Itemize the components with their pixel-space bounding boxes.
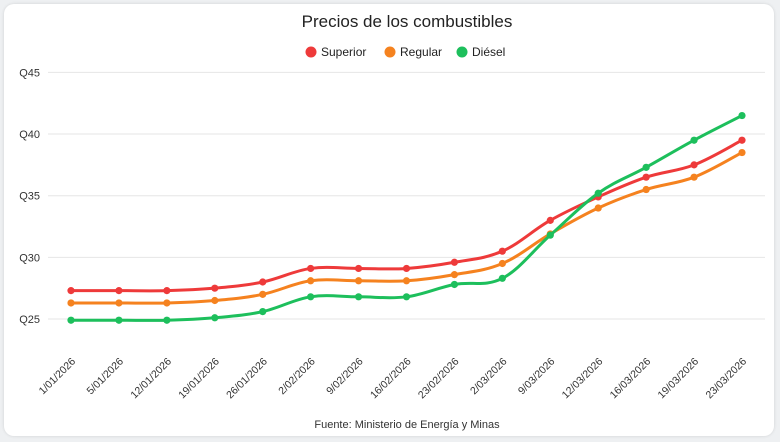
- data-point[interactable]: [594, 204, 602, 212]
- data-point[interactable]: [642, 173, 650, 181]
- data-point[interactable]: [115, 299, 123, 307]
- data-point[interactable]: [211, 284, 219, 292]
- legend-label: Regular: [400, 45, 442, 59]
- data-point[interactable]: [211, 314, 219, 322]
- chart-title: Precios de los combustibles: [302, 12, 513, 31]
- data-point[interactable]: [498, 247, 506, 255]
- x-tick-label: 2/02/2026: [276, 356, 318, 398]
- series-group: [67, 111, 746, 324]
- data-point[interactable]: [307, 293, 315, 301]
- data-point[interactable]: [738, 111, 746, 120]
- data-point[interactable]: [402, 277, 411, 285]
- legend-marker: [305, 46, 317, 58]
- data-point[interactable]: [642, 163, 650, 171]
- data-point[interactable]: [738, 136, 746, 144]
- series-regular: [67, 148, 746, 307]
- legend-item[interactable]: Superior: [305, 45, 367, 59]
- legend-marker: [384, 46, 396, 58]
- data-point[interactable]: [690, 136, 698, 144]
- data-point[interactable]: [594, 189, 602, 197]
- y-tick-label: Q45: [19, 67, 40, 79]
- y-tick-label: Q30: [19, 252, 40, 264]
- data-point[interactable]: [738, 148, 746, 157]
- data-point[interactable]: [259, 290, 267, 298]
- y-tick-label: Q40: [19, 129, 40, 141]
- data-point[interactable]: [498, 259, 506, 268]
- source-note: Fuente: Ministerio de Energía y Minas: [314, 419, 500, 431]
- data-point[interactable]: [307, 277, 315, 285]
- x-tick-label: 16/02/2026: [368, 356, 414, 402]
- data-point[interactable]: [402, 293, 411, 301]
- data-point[interactable]: [354, 264, 363, 273]
- x-tick-label: 9/03/2026: [516, 356, 558, 398]
- chart-card: [4, 4, 774, 436]
- x-tick-label: 5/01/2026: [85, 356, 127, 398]
- y-tick-label: Q35: [19, 191, 40, 203]
- data-point[interactable]: [642, 185, 650, 194]
- x-tick-label: 12/03/2026: [560, 356, 606, 402]
- data-point[interactable]: [690, 161, 698, 169]
- legend-item[interactable]: Regular: [384, 45, 443, 59]
- data-point[interactable]: [163, 287, 171, 295]
- x-tick-label: 2/03/2026: [468, 356, 510, 398]
- data-point[interactable]: [67, 287, 75, 295]
- legend-label: Diésel: [472, 45, 505, 59]
- legend-label: Superior: [321, 45, 366, 59]
- x-axis: 1/01/2026 5/01/2026 12/01/2026 19/01/2026 26…: [37, 356, 750, 402]
- data-point[interactable]: [546, 231, 554, 239]
- data-point[interactable]: [450, 258, 459, 266]
- y-tick-label: Q25: [19, 314, 40, 326]
- legend-marker: [456, 46, 468, 58]
- data-point[interactable]: [450, 280, 459, 289]
- data-point[interactable]: [354, 277, 363, 285]
- data-point[interactable]: [163, 316, 171, 324]
- data-point[interactable]: [67, 316, 75, 324]
- x-tick-label: 26/01/2026: [224, 356, 270, 402]
- y-axis: Q25 Q30 Q35 Q40 Q45: [19, 67, 40, 326]
- series-superior: [67, 136, 746, 295]
- x-tick-label: 9/02/2026: [324, 356, 366, 398]
- data-point[interactable]: [690, 173, 698, 181]
- data-point[interactable]: [307, 264, 315, 273]
- x-tick-label: 1/01/2026: [37, 356, 79, 398]
- data-point[interactable]: [115, 287, 123, 295]
- x-tick-label: 23/03/2026: [703, 356, 749, 402]
- data-point[interactable]: [115, 316, 123, 324]
- data-point[interactable]: [546, 216, 554, 224]
- data-point[interactable]: [259, 308, 267, 316]
- data-point[interactable]: [450, 271, 459, 279]
- x-tick-label: 19/01/2026: [176, 356, 222, 402]
- data-point[interactable]: [498, 274, 506, 282]
- data-point[interactable]: [354, 293, 363, 301]
- x-tick-label: 23/02/2026: [416, 356, 462, 402]
- data-point[interactable]: [402, 264, 411, 273]
- x-tick-label: 16/03/2026: [608, 356, 654, 402]
- legend-item[interactable]: Diésel: [456, 45, 506, 59]
- data-point[interactable]: [259, 278, 267, 286]
- data-point[interactable]: [163, 299, 171, 307]
- data-point[interactable]: [211, 296, 219, 305]
- series-disel: [67, 111, 746, 324]
- x-tick-label: 12/01/2026: [128, 356, 174, 402]
- legend: Superior Regular Diésel: [305, 45, 506, 59]
- x-tick-label: 19/03/2026: [656, 356, 702, 402]
- data-point[interactable]: [67, 299, 75, 307]
